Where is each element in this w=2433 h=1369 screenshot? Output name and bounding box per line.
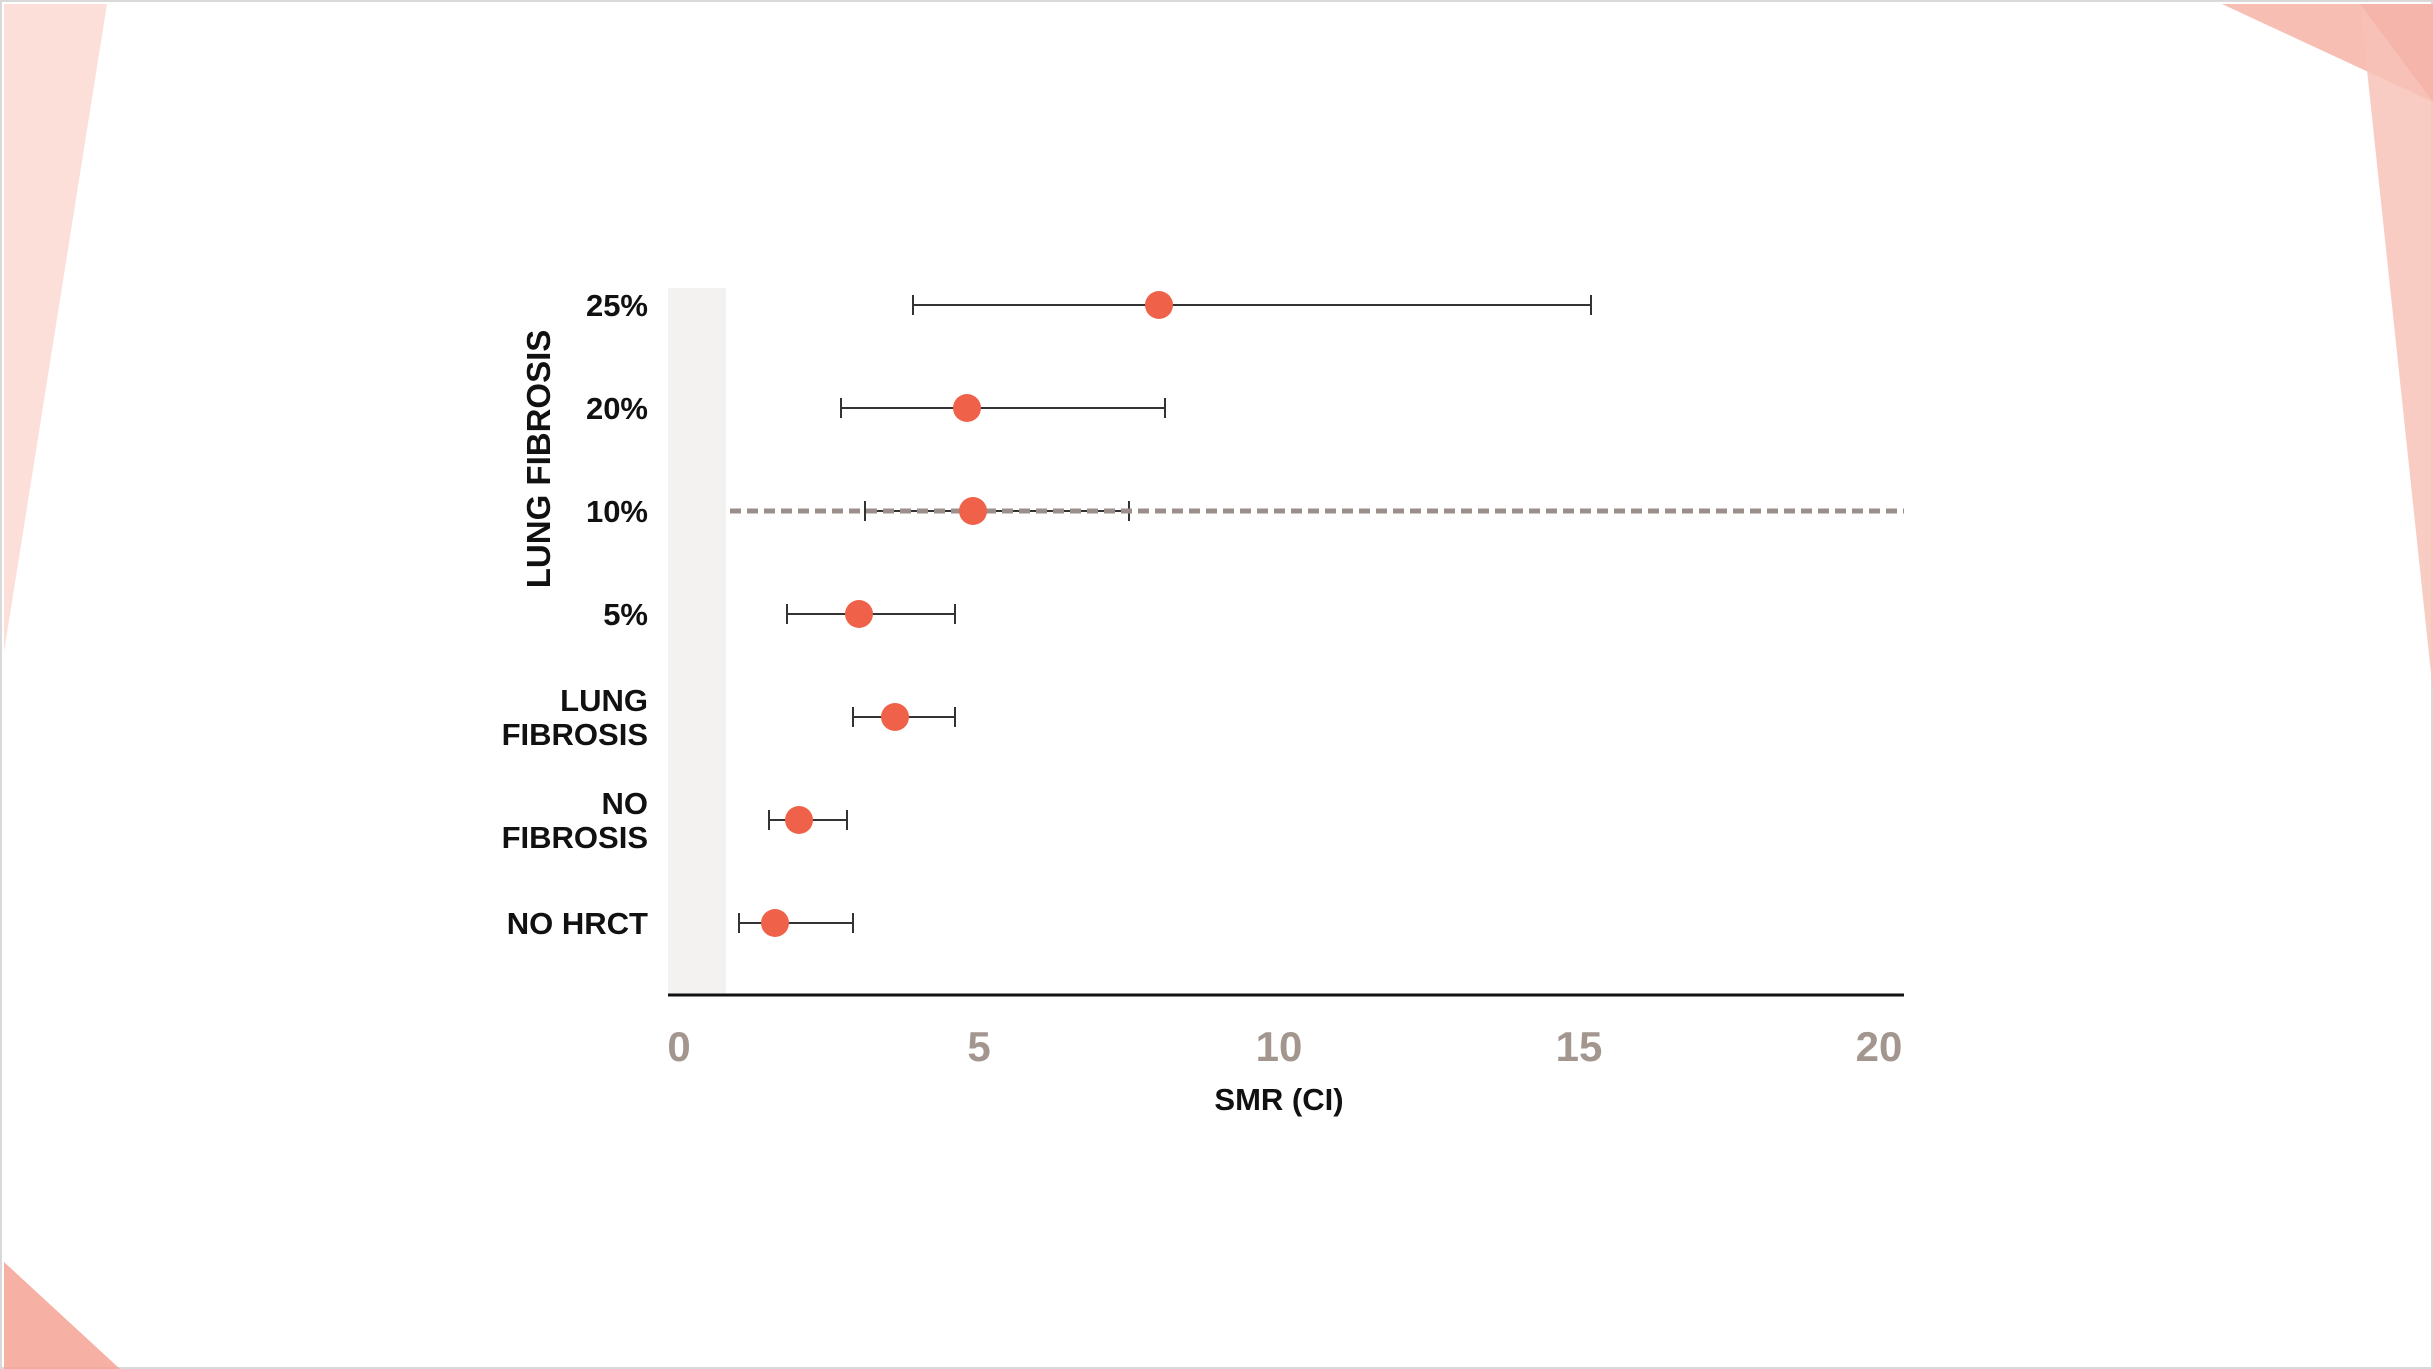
category-label: LUNG xyxy=(560,683,648,718)
x-axis-ticks: 0 5 10 15 20 xyxy=(667,1023,1902,1070)
x-tick-label: 15 xyxy=(1556,1023,1603,1070)
shaded-band xyxy=(668,288,726,995)
group-axis-title: LUNG FIBROSIS xyxy=(520,330,557,589)
smr-point xyxy=(881,703,909,731)
x-tick-label: 0 xyxy=(667,1023,690,1070)
category-label: FIBROSIS xyxy=(502,717,648,752)
smr-point xyxy=(761,909,789,937)
category-label: 25% xyxy=(586,288,648,323)
smr-point xyxy=(959,497,987,525)
smr-point xyxy=(785,806,813,834)
category-label: NO HRCT xyxy=(507,906,648,941)
category-label: NO xyxy=(602,786,649,821)
corner-right-edge xyxy=(2360,4,2433,692)
corner-top-left xyxy=(4,4,107,652)
x-tick-label: 5 xyxy=(967,1023,990,1070)
category-label: 20% xyxy=(586,391,648,426)
smr-point xyxy=(845,600,873,628)
corner-decorations xyxy=(4,4,2433,1369)
smr-point xyxy=(953,394,981,422)
category-label: 10% xyxy=(586,494,648,529)
data-markers xyxy=(761,291,1173,937)
x-tick-label: 20 xyxy=(1856,1023,1903,1070)
x-tick-label: 10 xyxy=(1256,1023,1303,1070)
x-axis-title: SMR (CI) xyxy=(1214,1082,1343,1117)
category-label: FIBROSIS xyxy=(502,820,648,855)
smr-point xyxy=(1145,291,1173,319)
corner-bottom-left xyxy=(4,1262,120,1369)
category-label: 5% xyxy=(603,597,648,632)
